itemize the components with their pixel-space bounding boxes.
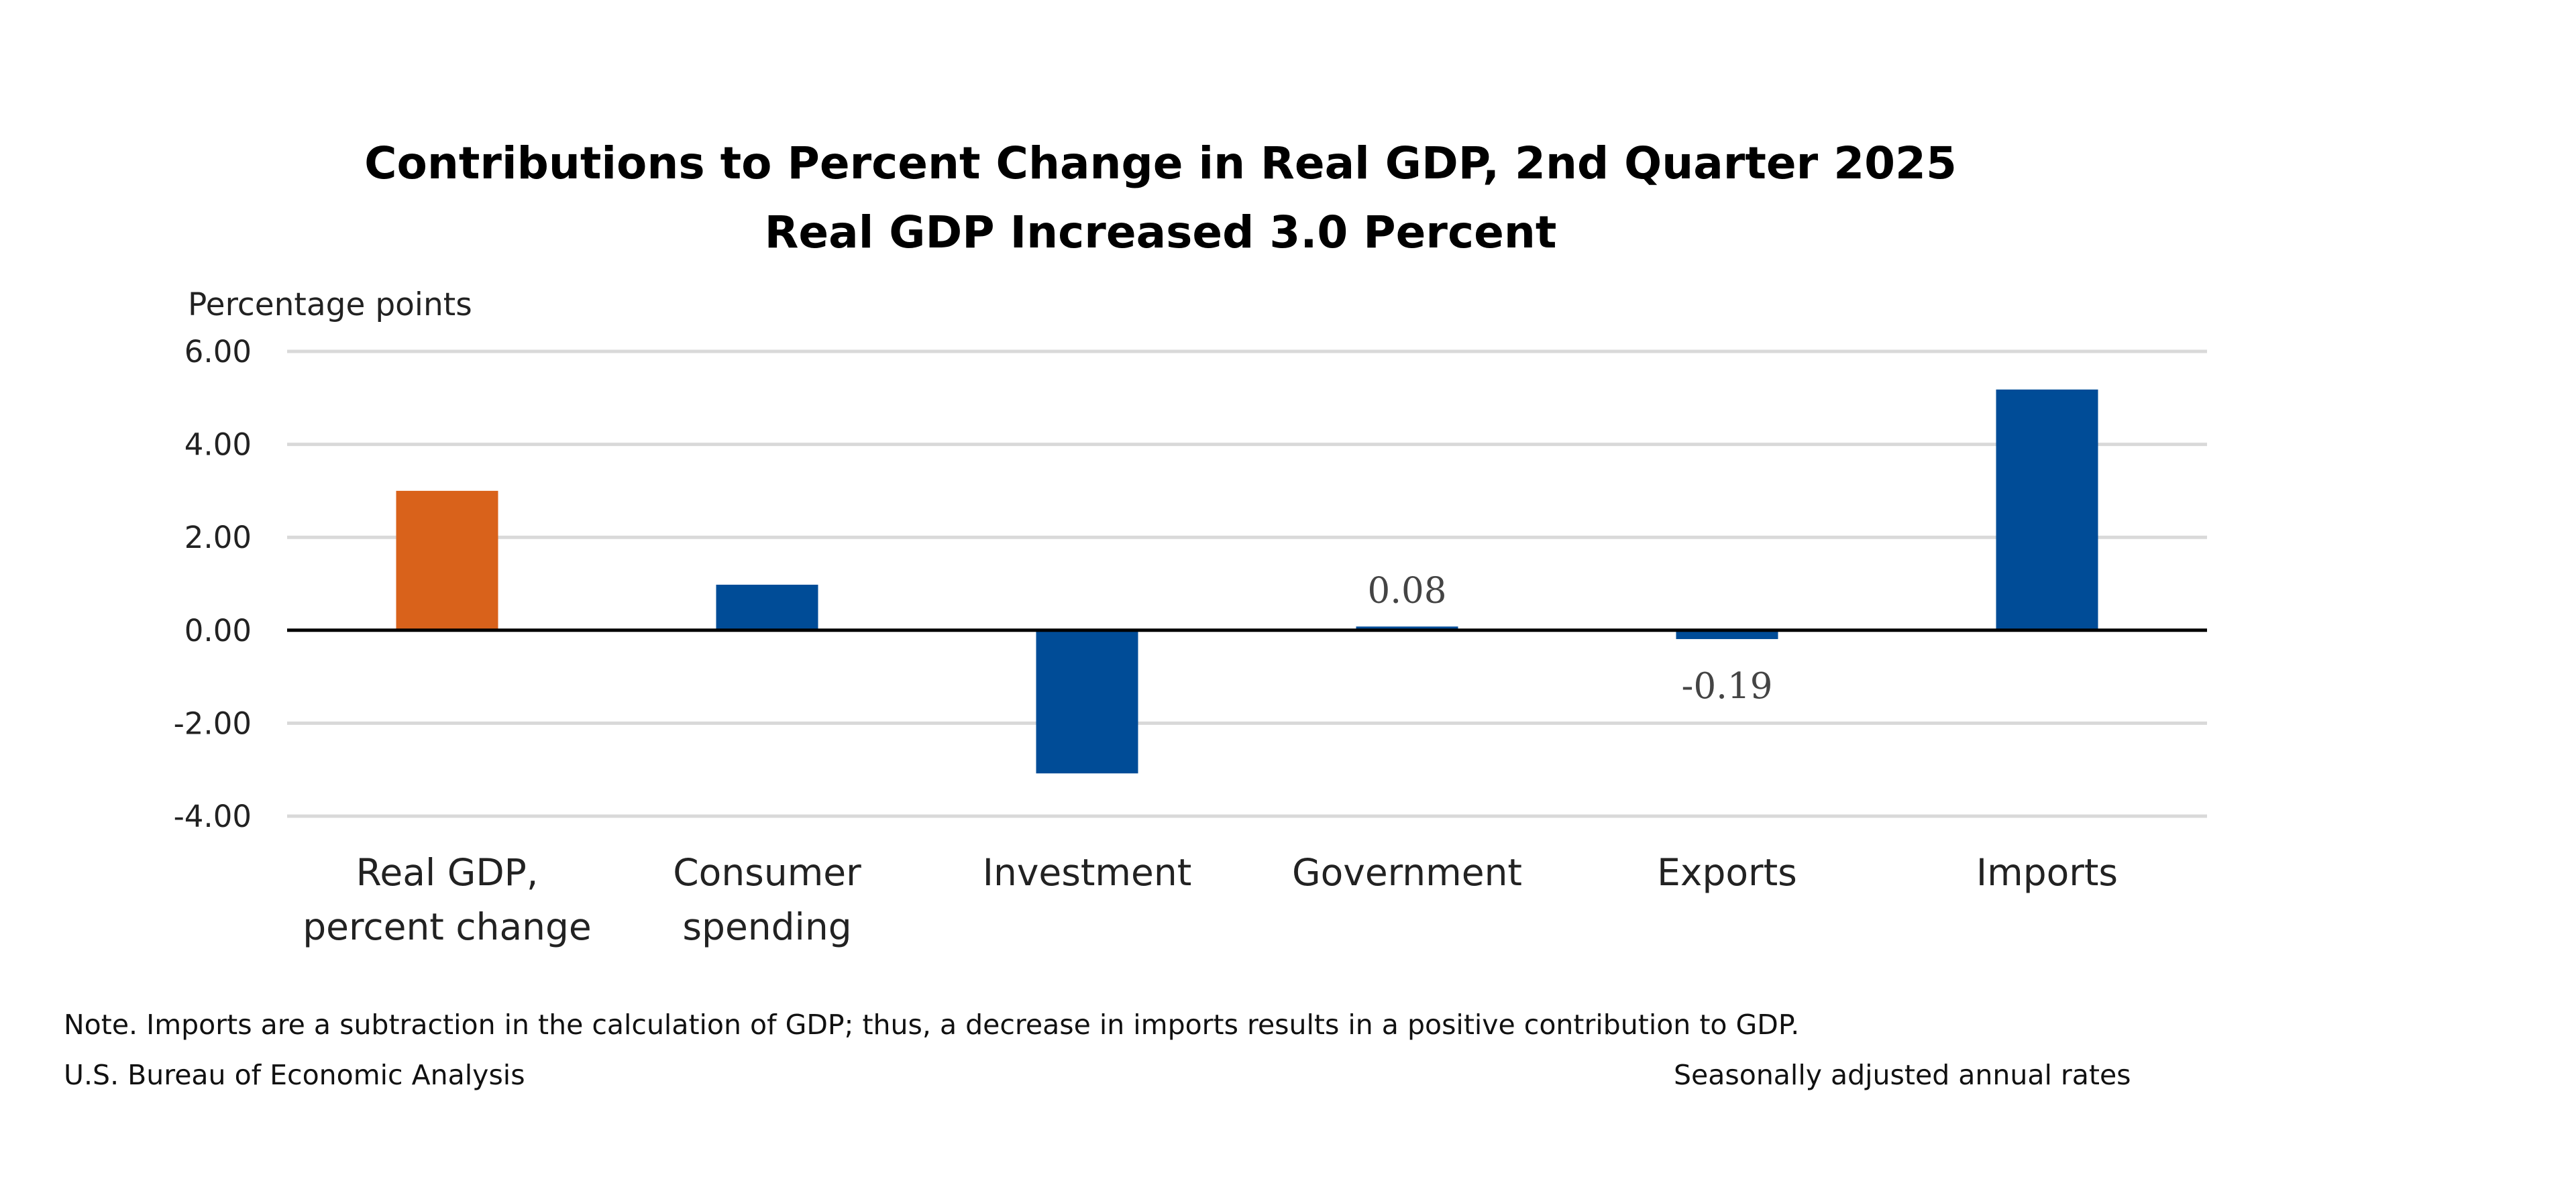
y-tick-label: -2.00 <box>174 705 252 741</box>
y-tick-label: 2.00 <box>184 520 252 555</box>
y-tick-label: 0.00 <box>184 613 252 648</box>
x-axis-categories: Real GDP, percent change Consumer spending I… <box>303 851 2118 948</box>
y-tick-label: 6.00 <box>184 334 252 370</box>
chart-title-line-2: Real GDP Increased 3.0 Percent <box>765 207 1557 258</box>
category-label: Government <box>1292 851 1522 894</box>
bars <box>396 389 2098 774</box>
bar <box>716 584 818 630</box>
category-label: Imports <box>1976 851 2118 894</box>
y-tick-label: 4.00 <box>184 427 252 463</box>
y-tick-label: -4.00 <box>174 799 252 834</box>
data-label: -0.19 <box>1682 666 1773 707</box>
category-label: percent change <box>303 905 592 948</box>
chart-title-line-1: Contributions to Percent Change in Real … <box>364 137 1957 189</box>
bar <box>1036 630 1138 774</box>
bar <box>396 490 498 630</box>
gridlines <box>287 349 2207 818</box>
bar <box>1996 389 2098 630</box>
category-label: Investment <box>983 851 1192 894</box>
rates-label: Seasonally adjusted annual rates <box>1674 1059 2131 1091</box>
footnote: Note. Imports are a subtraction in the c… <box>64 1009 1799 1041</box>
category-label: Real GDP, <box>356 851 539 894</box>
bar <box>1356 626 1458 630</box>
data-labels: 0.08 -0.19 <box>1367 570 1772 707</box>
category-label: Exports <box>1657 851 1797 894</box>
category-label: spending <box>682 905 851 948</box>
source-label: U.S. Bureau of Economic Analysis <box>64 1059 525 1091</box>
data-label: 0.08 <box>1367 570 1446 611</box>
category-label: Consumer <box>673 851 861 894</box>
y-axis-label: Percentage points <box>188 286 472 323</box>
bar <box>1676 630 1778 639</box>
y-axis-ticks: 6.00 4.00 2.00 0.00 -2.00 -4.00 <box>174 334 252 834</box>
